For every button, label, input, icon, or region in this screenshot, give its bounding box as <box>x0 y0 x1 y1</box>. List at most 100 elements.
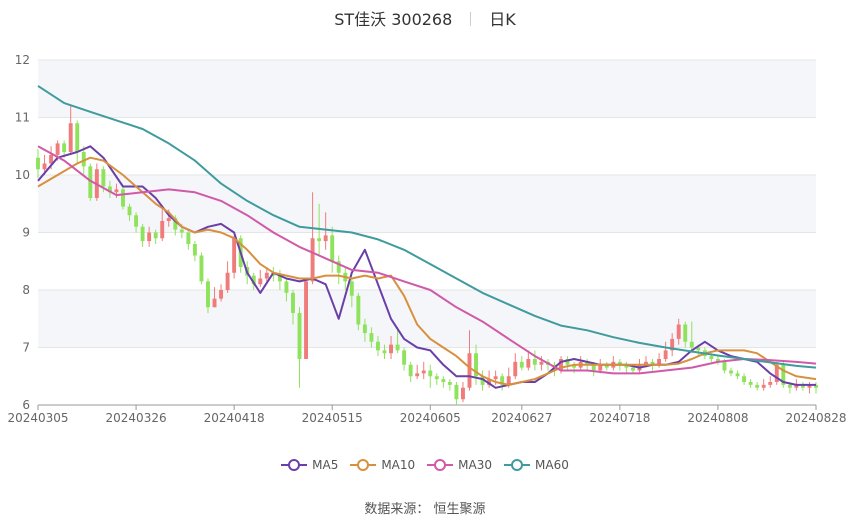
candle-body <box>219 290 224 299</box>
y-tick-label: 8 <box>22 283 30 297</box>
candle-body <box>166 218 171 221</box>
x-tick-label: 20240627 <box>491 411 552 425</box>
legend-label: MA30 <box>458 458 493 472</box>
candle-body <box>761 384 766 388</box>
candle-body <box>402 350 407 365</box>
candle-body <box>225 272 230 290</box>
candle-body <box>513 361 518 377</box>
candle-body <box>68 123 73 152</box>
candle-body <box>532 359 537 365</box>
y-tick-label: 6 <box>22 398 30 412</box>
candle-body <box>114 189 119 193</box>
candle-body <box>101 169 106 187</box>
candle-body <box>336 261 341 273</box>
series-ma60-line <box>37 85 817 369</box>
candle-body <box>774 364 779 382</box>
legend-label: MA10 <box>381 458 416 472</box>
candle-body <box>369 333 374 342</box>
candle-body <box>441 379 446 382</box>
candle-body <box>559 359 563 371</box>
candle-body <box>304 281 309 359</box>
candle-body <box>395 344 400 351</box>
candle-body <box>474 353 478 377</box>
x-tick-label: 20240418 <box>204 411 265 425</box>
candle-body <box>709 356 714 359</box>
candle-body <box>781 364 786 385</box>
candle-body <box>421 370 426 374</box>
candle-body <box>493 376 498 380</box>
candle-body <box>258 278 263 285</box>
candle-body <box>36 157 40 170</box>
candle-body <box>81 152 86 167</box>
candle-body <box>487 379 492 385</box>
candle-body <box>192 244 197 256</box>
legend-label: MA60 <box>535 458 569 472</box>
candle-body <box>670 338 675 351</box>
x-tick-label: 20240605 <box>400 411 461 425</box>
y-tick-label: 10 <box>15 168 30 182</box>
candle-body <box>140 226 145 242</box>
candle-body <box>362 324 367 334</box>
candle-body <box>506 376 511 385</box>
candle-body <box>389 344 394 354</box>
candle-body <box>650 361 655 365</box>
x-tick-label: 20240828 <box>785 411 846 425</box>
x-tick-label: 20240718 <box>589 411 650 425</box>
candle-body <box>284 281 289 293</box>
x-tick-label: 20240515 <box>302 411 363 425</box>
candle-body <box>768 382 773 385</box>
candle-body <box>199 255 204 282</box>
candle-body <box>376 341 380 351</box>
series-ma30-line <box>37 145 817 375</box>
candle-body <box>153 232 158 239</box>
candle-body <box>179 229 184 233</box>
candle-body <box>349 281 354 296</box>
candle-body <box>75 123 80 152</box>
candle-body <box>55 143 60 155</box>
candle-body <box>539 361 544 365</box>
candle-body <box>415 373 420 377</box>
candle-body <box>460 387 465 400</box>
candle-body <box>644 361 648 365</box>
x-tick-label: 20240808 <box>687 411 748 425</box>
candle-body <box>748 382 753 385</box>
candle-body <box>722 361 727 371</box>
title-separator <box>470 12 472 26</box>
candle-body <box>657 359 662 365</box>
legend-item-ma60[interactable]: MA60 <box>504 458 569 472</box>
candle-body <box>696 347 701 351</box>
x-tick-label: 20240326 <box>106 411 167 425</box>
candle-body <box>735 373 740 377</box>
x-tick-label: 20240305 <box>7 411 68 425</box>
candle-body <box>742 376 747 382</box>
candle-body <box>630 367 635 371</box>
candle-body <box>565 359 570 365</box>
candle-body <box>251 275 256 285</box>
series-ma10-line <box>37 156 817 386</box>
candle-body <box>787 384 792 388</box>
candle-body <box>434 376 439 380</box>
candle-body <box>317 238 322 242</box>
candle-body <box>42 163 47 170</box>
candle-body <box>382 350 387 354</box>
period-label[interactable]: 日K <box>489 10 516 29</box>
candle-body <box>500 376 505 385</box>
legend-marker-icon <box>281 459 308 471</box>
y-tick-label: 11 <box>15 111 30 125</box>
candle-body <box>206 281 210 308</box>
legend-item-ma30[interactable]: MA30 <box>427 458 492 472</box>
legend-item-ma10[interactable]: MA10 <box>350 458 415 472</box>
candle-body <box>107 186 112 193</box>
candle-body <box>447 382 452 385</box>
candle-body <box>519 361 524 368</box>
y-tick-label: 9 <box>22 226 30 240</box>
legend-item-ma5[interactable]: MA5 <box>281 458 338 472</box>
legend: MA5 MA10 MA30 MA60 <box>0 458 850 474</box>
candle-body <box>807 384 812 388</box>
candle-body <box>794 384 799 388</box>
candle-body <box>408 364 413 377</box>
candle-body <box>121 189 125 207</box>
candle-body <box>428 370 433 377</box>
candle-body <box>526 359 531 368</box>
